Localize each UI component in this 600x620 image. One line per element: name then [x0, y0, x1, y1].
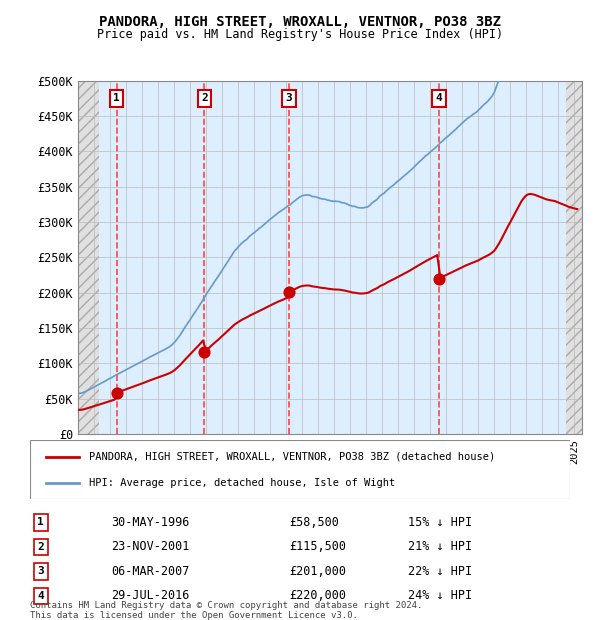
Point [434, 273, 444, 283]
Text: Contains HM Land Registry data © Crown copyright and database right 2024.
This d: Contains HM Land Registry data © Crown c… [30, 601, 422, 620]
Text: 3: 3 [37, 567, 44, 577]
Point [200, 347, 209, 357]
Text: 06-MAR-2007: 06-MAR-2007 [111, 565, 190, 578]
Text: HPI: Average price, detached house, Isle of Wight: HPI: Average price, detached house, Isle… [89, 477, 395, 487]
Text: 22% ↓ HPI: 22% ↓ HPI [408, 565, 472, 578]
Text: 1: 1 [37, 517, 44, 527]
Point [112, 388, 121, 397]
Text: 21% ↓ HPI: 21% ↓ HPI [408, 541, 472, 553]
Text: PANDORA, HIGH STREET, WROXALL, VENTNOR, PO38 3BZ: PANDORA, HIGH STREET, WROXALL, VENTNOR, … [99, 16, 501, 30]
Text: 1: 1 [113, 93, 120, 104]
Bar [78, 81, 99, 434]
Text: 2: 2 [201, 93, 208, 104]
Text: 30-MAY-1996: 30-MAY-1996 [111, 516, 190, 529]
FancyBboxPatch shape [30, 440, 570, 499]
Text: £58,500: £58,500 [289, 516, 339, 529]
Bar [566, 81, 582, 434]
Text: 4: 4 [436, 93, 442, 104]
Text: 15% ↓ HPI: 15% ↓ HPI [408, 516, 472, 529]
Text: £201,000: £201,000 [289, 565, 346, 578]
Text: 2: 2 [37, 542, 44, 552]
Text: £115,500: £115,500 [289, 541, 346, 553]
Text: 29-JUL-2016: 29-JUL-2016 [111, 590, 190, 603]
Text: 23-NOV-2001: 23-NOV-2001 [111, 541, 190, 553]
Text: 4: 4 [37, 591, 44, 601]
Point [284, 287, 293, 297]
Text: 24% ↓ HPI: 24% ↓ HPI [408, 590, 472, 603]
Text: 3: 3 [286, 93, 292, 104]
Text: Price paid vs. HM Land Registry's House Price Index (HPI): Price paid vs. HM Land Registry's House … [97, 28, 503, 41]
Text: PANDORA, HIGH STREET, WROXALL, VENTNOR, PO38 3BZ (detached house): PANDORA, HIGH STREET, WROXALL, VENTNOR, … [89, 452, 496, 462]
Text: £220,000: £220,000 [289, 590, 346, 603]
